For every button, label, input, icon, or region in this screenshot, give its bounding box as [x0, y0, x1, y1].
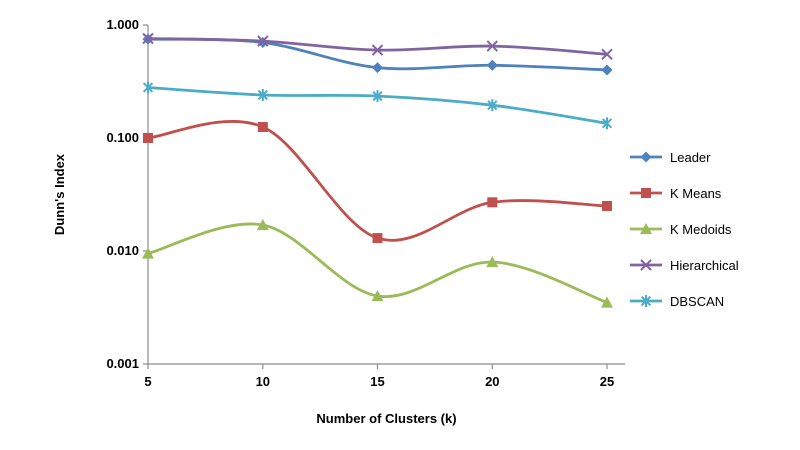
y-axis-title: Dunn's Index — [52, 153, 67, 235]
series-marker-k-medoids — [371, 290, 384, 302]
y-tick-label: 0.100 — [106, 130, 139, 145]
x-tick-label: 5 — [144, 374, 151, 389]
series-marker-k-means — [372, 233, 383, 244]
y-tick-label: 1.000 — [106, 17, 139, 32]
legend-marker-k-medoids — [640, 223, 652, 235]
series-marker-k-means — [143, 133, 153, 143]
series-line-k-means — [146, 120, 609, 242]
series-marker-leader — [601, 64, 613, 76]
axis-lines — [147, 25, 625, 365]
series-marker-dbscan — [372, 90, 383, 103]
series-marker-hierarchical — [142, 32, 154, 45]
legend-label-leader: Leader — [670, 150, 711, 165]
series-marker-k-means — [257, 122, 268, 132]
series-marker-k-medoids — [601, 296, 613, 308]
series-marker-dbscan — [257, 89, 268, 101]
series-marker-k-medoids — [486, 256, 499, 268]
series-marker-hierarchical — [486, 40, 499, 52]
legend-label-dbscan: DBSCAN — [670, 294, 724, 309]
series-marker-hierarchical — [257, 35, 269, 47]
x-tick-label: 10 — [256, 374, 270, 389]
series-marker-k-medoids — [142, 247, 154, 259]
y-tick-label: 0.001 — [106, 356, 139, 371]
legend-label-hierarchical: Hierarchical — [670, 258, 739, 273]
series-marker-k-means — [487, 197, 498, 208]
legend-label-k-medoids: K Medoids — [670, 222, 732, 237]
series-marker-leader — [486, 59, 498, 71]
series-marker-k-means — [602, 201, 612, 211]
series-marker-hierarchical — [371, 44, 384, 56]
legend-marker-hierarchical — [640, 259, 652, 271]
series-marker-k-medoids — [256, 219, 269, 231]
legend-marker-k-means — [641, 188, 651, 198]
series-marker-dbscan — [601, 117, 613, 130]
series-marker-dbscan — [142, 81, 154, 94]
y-tick-label: 0.010 — [106, 243, 139, 258]
x-axis-title: Number of Clusters (k) — [316, 411, 456, 426]
legend-label-k-means: K Means — [670, 186, 722, 201]
legend-marker-leader — [640, 151, 652, 163]
x-tick-label: 25 — [600, 374, 614, 389]
series-marker-leader — [372, 62, 383, 74]
series-line-hierarchical — [146, 37, 609, 56]
x-tick-label: 20 — [485, 374, 499, 389]
series-marker-dbscan — [487, 99, 498, 112]
series-marker-hierarchical — [601, 48, 613, 61]
legend-marker-dbscan — [640, 295, 652, 307]
x-tick-label: 15 — [370, 374, 384, 389]
